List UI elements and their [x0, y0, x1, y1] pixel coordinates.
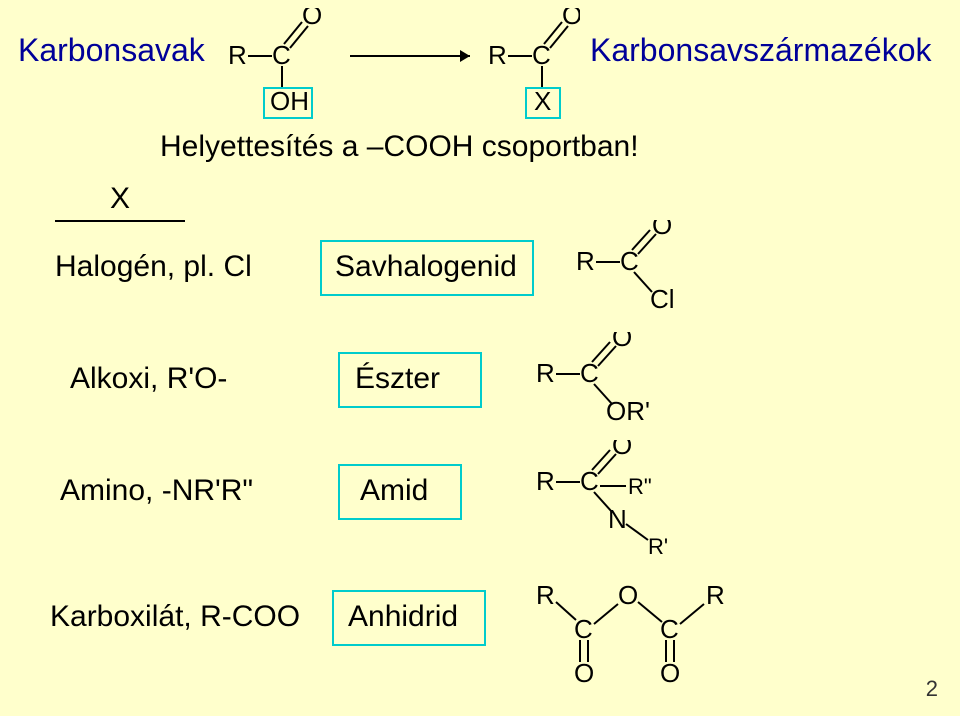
svg-text:O: O: [660, 658, 680, 688]
svg-text:R': R': [648, 534, 668, 559]
svg-text:R: R: [576, 246, 595, 276]
row2-name: Észter: [355, 362, 440, 396]
svg-text:C: C: [620, 246, 639, 276]
chem-O-top1: O: [302, 8, 322, 30]
row2-struct: R C O OR': [530, 332, 680, 422]
page-number: 2: [926, 676, 938, 702]
x-header-underline: [55, 220, 185, 222]
chem-C2: C: [532, 40, 551, 70]
row4-name: Anhidrid: [348, 600, 458, 634]
chem-OH: OH: [270, 86, 309, 116]
svg-text:R: R: [536, 580, 555, 610]
title-left: Karbonsavak: [18, 32, 205, 69]
svg-text:O: O: [612, 440, 632, 460]
svg-text:C: C: [574, 614, 593, 644]
row1-name: Savhalogenid: [335, 250, 517, 284]
svg-text:O: O: [618, 580, 638, 610]
row4-struct: R C O O C O R: [530, 580, 790, 690]
svg-text:C: C: [580, 466, 599, 496]
row1-struct: R C O Cl: [570, 220, 700, 310]
row3-struct: R C O R" N R': [530, 440, 730, 560]
svg-text:C: C: [660, 614, 679, 644]
row3-name: Amid: [360, 474, 428, 508]
row4-x: Karboxilát, R-COO: [50, 600, 300, 634]
x-header: X: [110, 182, 130, 216]
subtitle: Helyettesítés a –COOH csoportban!: [160, 130, 639, 164]
chem-C: C: [272, 40, 291, 70]
svg-text:O: O: [652, 220, 672, 240]
svg-text:R: R: [706, 580, 725, 610]
row1-x: Halogén, pl. Cl: [55, 250, 252, 284]
svg-text:R: R: [536, 466, 555, 496]
chem-R2: R: [488, 40, 507, 70]
row3-x: Amino, -NR'R": [60, 474, 253, 508]
svg-text:R: R: [536, 358, 555, 388]
chem-O-top2: O: [562, 8, 580, 30]
reaction-scheme: R C O OH R C O X: [220, 8, 580, 128]
row2-x: Alkoxi, R'O-: [70, 362, 227, 396]
chem-R: R: [228, 40, 247, 70]
svg-text:O: O: [574, 658, 594, 688]
svg-text:R": R": [628, 474, 652, 499]
title-right: Karbonsavszármazékok: [590, 32, 931, 69]
svg-text:Cl: Cl: [650, 284, 675, 310]
svg-text:C: C: [580, 358, 599, 388]
svg-text:OR': OR': [606, 396, 650, 422]
svg-text:O: O: [612, 332, 632, 352]
svg-text:N: N: [608, 504, 627, 534]
chem-X-sub: X: [534, 86, 551, 116]
